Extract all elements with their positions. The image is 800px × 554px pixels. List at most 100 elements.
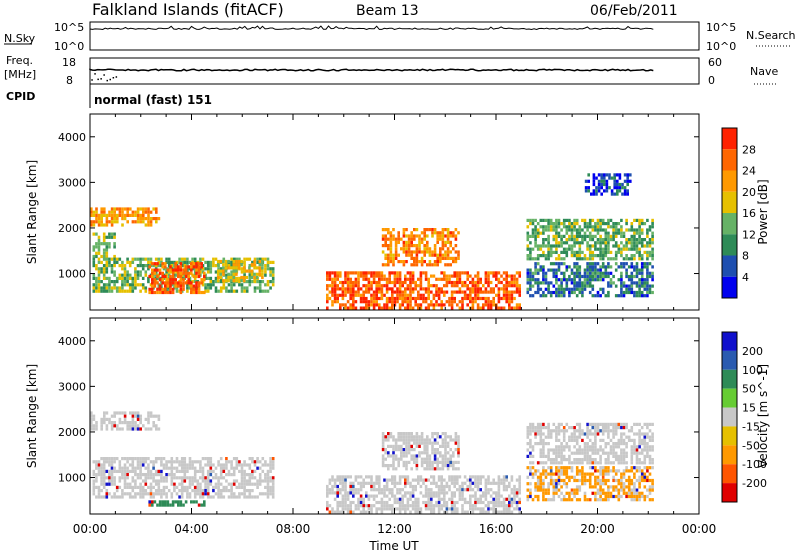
data-cell — [331, 287, 334, 291]
data-cell — [123, 482, 127, 486]
data-cell — [410, 244, 413, 248]
colorbar-segment — [722, 149, 737, 171]
data-cell — [594, 494, 597, 499]
data-cell — [191, 257, 194, 261]
data-cell — [609, 284, 613, 288]
data-cell — [95, 254, 98, 259]
data-cell — [160, 476, 163, 480]
data-cell — [625, 494, 628, 499]
colorbar-segment — [722, 128, 737, 150]
data-cell — [417, 507, 420, 511]
data-cell — [219, 269, 223, 273]
data-cell — [398, 290, 402, 294]
data-cell — [583, 281, 587, 285]
data-cell — [497, 510, 501, 514]
data-cell — [581, 451, 584, 455]
data-cell — [633, 234, 636, 238]
data-cell — [381, 244, 385, 248]
data-cell — [388, 280, 391, 285]
data-cell — [264, 257, 267, 261]
data-cell — [616, 179, 619, 183]
data-cell — [547, 485, 550, 489]
data-cell — [604, 231, 608, 235]
data-cell — [196, 489, 200, 493]
data-cell — [134, 427, 137, 431]
data-cell — [372, 497, 376, 501]
data-cell — [601, 241, 605, 245]
data-cell — [349, 284, 352, 288]
data-cell — [178, 489, 181, 493]
data-cell — [147, 276, 150, 280]
data-cell — [614, 257, 618, 261]
data-cell — [418, 244, 421, 248]
data-cell — [415, 253, 419, 257]
data-cell — [446, 231, 450, 235]
data-cell — [196, 479, 200, 483]
data-cell — [594, 247, 597, 251]
data-cell — [110, 460, 114, 464]
data-cell — [113, 476, 116, 480]
colorbar-tick-label: 24 — [742, 165, 756, 178]
data-cell — [614, 222, 618, 226]
data-cell — [359, 306, 363, 310]
data-cell — [529, 271, 532, 275]
data-cell — [201, 489, 205, 493]
data-cell — [568, 435, 571, 439]
data-cell — [555, 247, 558, 251]
nave-tick-bottom: 0 — [708, 74, 715, 87]
data-cell — [186, 463, 189, 467]
data-cell — [557, 268, 561, 272]
data-cell — [651, 250, 654, 254]
data-cell — [92, 260, 96, 264]
data-cell — [415, 467, 419, 471]
data-cell — [542, 451, 545, 455]
data-cell — [238, 276, 241, 280]
data-cell — [339, 491, 342, 495]
data-cell — [534, 238, 537, 242]
data-cell — [401, 475, 404, 479]
data-cell — [426, 250, 429, 254]
data-cell — [476, 284, 480, 288]
data-cell — [599, 498, 602, 502]
data-cell — [131, 210, 135, 214]
data-cell — [591, 466, 595, 470]
data-cell — [620, 438, 623, 442]
data-cell — [625, 478, 628, 483]
data-cell — [461, 510, 464, 514]
data-cell — [126, 213, 129, 217]
data-cell — [95, 251, 98, 255]
data-cell — [568, 234, 571, 238]
data-cell — [245, 275, 249, 280]
data-cell — [269, 485, 272, 489]
data-cell — [344, 287, 347, 291]
data-cell — [336, 296, 339, 301]
data-cell — [600, 176, 603, 180]
data-cell — [402, 228, 406, 232]
data-cell — [651, 435, 654, 439]
data-cell — [430, 494, 433, 498]
data-cell — [568, 222, 571, 226]
data-cell — [251, 469, 254, 473]
data-cell — [536, 485, 540, 489]
data-cell — [118, 210, 122, 214]
data-cell — [100, 242, 103, 246]
data-cell — [243, 260, 246, 264]
data-cell — [253, 286, 257, 290]
data-cell — [609, 494, 613, 499]
data-cell — [601, 265, 605, 269]
data-cell — [422, 478, 425, 482]
data-cell — [365, 290, 368, 294]
data-cell — [100, 495, 103, 499]
data-cell — [397, 253, 400, 257]
data-cell — [617, 488, 621, 492]
data-cell — [110, 270, 114, 274]
data-cell — [443, 271, 446, 275]
data-cell — [622, 461, 626, 465]
data-cell — [121, 466, 124, 470]
data-cell — [441, 228, 445, 232]
data-cell — [422, 300, 425, 304]
data-cell — [153, 284, 157, 288]
data-cell — [596, 225, 600, 229]
data-cell — [625, 290, 628, 295]
